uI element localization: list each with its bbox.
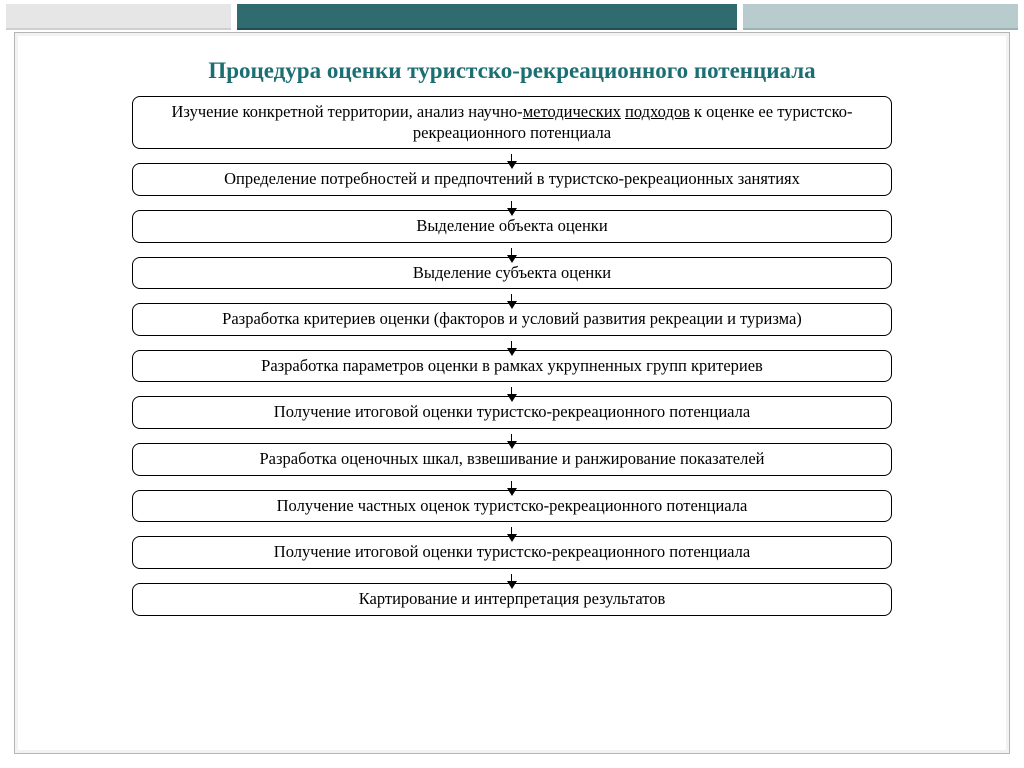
flow-arrow [512, 476, 513, 490]
flow-arrow [512, 243, 513, 257]
flow-arrow [512, 336, 513, 350]
topbar-block-grey [6, 4, 231, 30]
flow-arrow [512, 149, 513, 163]
topbar-block-teal [237, 4, 737, 30]
slide-title: Процедура оценки туристско-рекреационног… [0, 58, 1024, 84]
decorative-topbar [0, 0, 1024, 30]
topbar-block-light [743, 4, 1018, 30]
flow-arrow [512, 429, 513, 443]
flow-node: Изучение конкретной территории, анализ н… [132, 96, 892, 149]
flow-arrow [512, 289, 513, 303]
flow-arrow [512, 382, 513, 396]
flow-arrow [512, 569, 513, 583]
slide: Процедура оценки туристско-рекреационног… [0, 0, 1024, 768]
flow-arrow [512, 522, 513, 536]
flow-arrow [512, 196, 513, 210]
flowchart: Изучение конкретной территории, анализ н… [0, 96, 1024, 616]
